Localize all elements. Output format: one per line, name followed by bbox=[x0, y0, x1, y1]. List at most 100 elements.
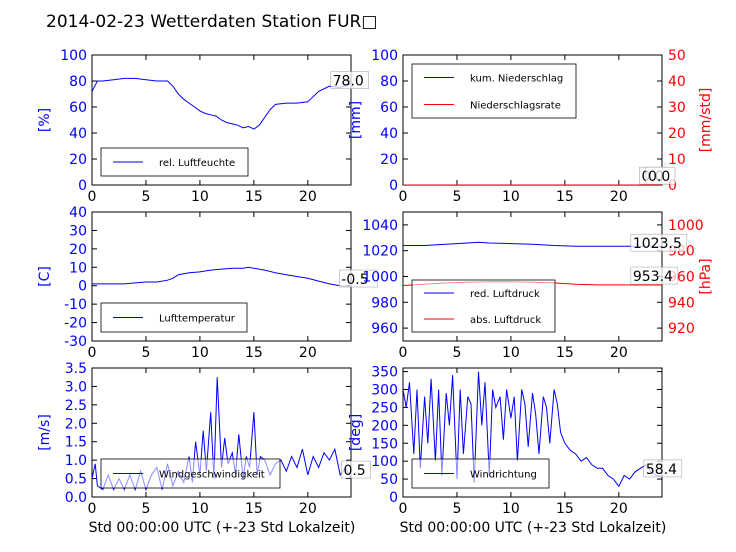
y-tick-label: 250 bbox=[371, 400, 398, 416]
x-tick-label: 20 bbox=[610, 189, 628, 205]
y-tick-label: 2.5 bbox=[65, 398, 87, 414]
plot-frame bbox=[91, 54, 352, 186]
y-tick-label: 0 bbox=[78, 279, 87, 295]
x-tick-label: 15 bbox=[556, 501, 574, 517]
panel-windspeed: 0 5 10 15 20 0.0 0.5 1.0 1.5 2.0 2.5 3.0 3.5 [m/s] Win… bbox=[37, 361, 371, 517]
series-line-pressure-0 bbox=[403, 241, 662, 247]
y-tick-label: 1000 bbox=[362, 270, 398, 286]
figure-title: 2014-02-23 Wetterdaten Station FUR□ bbox=[46, 12, 377, 32]
annotation-box bbox=[630, 266, 679, 285]
panel-pressure: 0 5 10 15 2096098010001020104092094096098010… bbox=[362, 211, 714, 361]
annotation-box bbox=[645, 166, 676, 185]
y-tick-label: 80 bbox=[380, 74, 398, 90]
legend-label: abs. Luftdruck bbox=[470, 315, 541, 326]
y-axis-label: [mm] bbox=[348, 101, 364, 139]
y-tick-label: 30 bbox=[69, 223, 87, 239]
legend-label: rel. Luftfeuchte bbox=[159, 158, 235, 169]
x-tick-label: 0 bbox=[399, 189, 408, 205]
y-tick-label: 3.0 bbox=[65, 379, 87, 395]
annotation-label: 58.4 bbox=[646, 462, 677, 478]
legend-label: red. Luftdruck bbox=[470, 289, 540, 300]
y-tick-label: 1020 bbox=[362, 244, 398, 260]
y-tick-label: -10 bbox=[64, 297, 87, 313]
y-tick-label: 0.5 bbox=[65, 472, 87, 488]
y-tick-label: 80 bbox=[69, 74, 87, 90]
x-tick-label: 20 bbox=[610, 501, 628, 517]
y-tick-label: -30 bbox=[64, 334, 87, 350]
x-tick-label: 0 bbox=[88, 501, 97, 517]
x-tick-label: 10 bbox=[191, 189, 209, 205]
y-tick-label: 100 bbox=[60, 48, 87, 64]
legend-label: Windgeschwindigkeit bbox=[159, 470, 265, 481]
panel-humidity: 0 5 10 15 20 0 20 40 60 80 100 [%] rel. Luftfeuchte 7… bbox=[37, 48, 369, 205]
x-tick-label: 10 bbox=[502, 345, 520, 361]
y-tick-label: 20 bbox=[69, 152, 87, 168]
x-tick-label: 20 bbox=[299, 501, 317, 517]
annotation-label: -0.5 bbox=[341, 272, 368, 288]
x-tick-label: 15 bbox=[245, 345, 263, 361]
annotation-label: 953.4 bbox=[633, 269, 673, 285]
y2-axis-label: [hPa] bbox=[698, 258, 714, 294]
annotation-label: 0.0 bbox=[648, 169, 670, 185]
y-tick-label: 200 bbox=[371, 418, 398, 434]
y2-tick-label: 40 bbox=[668, 74, 686, 90]
y2-tick-label: 50 bbox=[668, 48, 686, 64]
y-axis-label: [m/s] bbox=[37, 414, 53, 451]
y-tick-label: 60 bbox=[380, 100, 398, 116]
y-tick-label: 300 bbox=[371, 383, 398, 399]
x-tick-label: 10 bbox=[191, 501, 209, 517]
y-tick-label: 0.0 bbox=[65, 490, 87, 506]
y-axis-label: [C] bbox=[37, 266, 53, 287]
y-axis-label: [%] bbox=[37, 108, 53, 132]
x-tick-label: 5 bbox=[452, 345, 461, 361]
legend-box bbox=[411, 63, 577, 119]
series-line-winddirection-0 bbox=[403, 371, 662, 488]
x-tick-label: 5 bbox=[452, 189, 461, 205]
legend-label: Windrichtung bbox=[470, 470, 537, 481]
x-tick-label: 5 bbox=[141, 501, 150, 517]
y-tick-label: 150 bbox=[371, 436, 398, 452]
annotation-label: 0.5 bbox=[343, 463, 365, 479]
x-tick-label: 15 bbox=[556, 189, 574, 205]
annotation-label: 1023.5 bbox=[633, 236, 682, 252]
annotation-box bbox=[643, 459, 683, 478]
x-tick-label: 0 bbox=[399, 345, 408, 361]
y-tick-label: 60 bbox=[69, 100, 87, 116]
x-tick-label: 20 bbox=[299, 189, 317, 205]
x-tick-label: 5 bbox=[141, 345, 150, 361]
x-tick-label: 5 bbox=[452, 501, 461, 517]
y-tick-label: 2.0 bbox=[65, 416, 87, 432]
y-tick-label: 40 bbox=[380, 126, 398, 142]
y-tick-label: 100 bbox=[371, 454, 398, 470]
x-tick-label: 10 bbox=[502, 501, 520, 517]
y-tick-label: 0 bbox=[389, 178, 398, 194]
y-tick-label: 3.5 bbox=[65, 361, 87, 377]
annotation-box bbox=[341, 460, 371, 479]
y-tick-label: 20 bbox=[380, 152, 398, 168]
y2-tick-label: 10 bbox=[668, 152, 686, 168]
xlabel-right: Std 00:00:00 UTC (+-23 Std Lokalzeit) bbox=[400, 520, 667, 536]
x-tick-label: 10 bbox=[502, 189, 520, 205]
x-tick-label: 0 bbox=[88, 345, 97, 361]
legend-label: Niederschlagsrate bbox=[470, 101, 561, 112]
plot-frame bbox=[91, 367, 352, 498]
y-tick-label: 1.0 bbox=[65, 453, 87, 469]
y-tick-label: 1040 bbox=[362, 218, 398, 234]
x-tick-label: 0 bbox=[399, 501, 408, 517]
annotation-box bbox=[339, 269, 378, 288]
y2-tick-label: 1000 bbox=[668, 218, 704, 234]
panel-temperature: 0 5 10 15 20 -30 -20 -10 0 10 20 30 40 [C] Lufttempera… bbox=[37, 205, 378, 361]
x-tick-label: 15 bbox=[245, 501, 263, 517]
x-tick-label: 0 bbox=[88, 189, 97, 205]
y-tick-label: 20 bbox=[69, 242, 87, 258]
y2-tick-label: 20 bbox=[668, 126, 686, 142]
y-tick-label: 100 bbox=[371, 48, 398, 64]
y-tick-label: 980 bbox=[371, 295, 398, 311]
y-axis-label: [deg] bbox=[348, 414, 364, 451]
annotation-label: 78.0 bbox=[333, 74, 364, 90]
panel-precipitation: 0 5 10 15 20 0 20 40 60 80 100 0 10 20 30 40 50 [mm] [mm/s… bbox=[348, 48, 714, 205]
x-tick-label: 10 bbox=[191, 345, 209, 361]
x-tick-label: 20 bbox=[299, 345, 317, 361]
